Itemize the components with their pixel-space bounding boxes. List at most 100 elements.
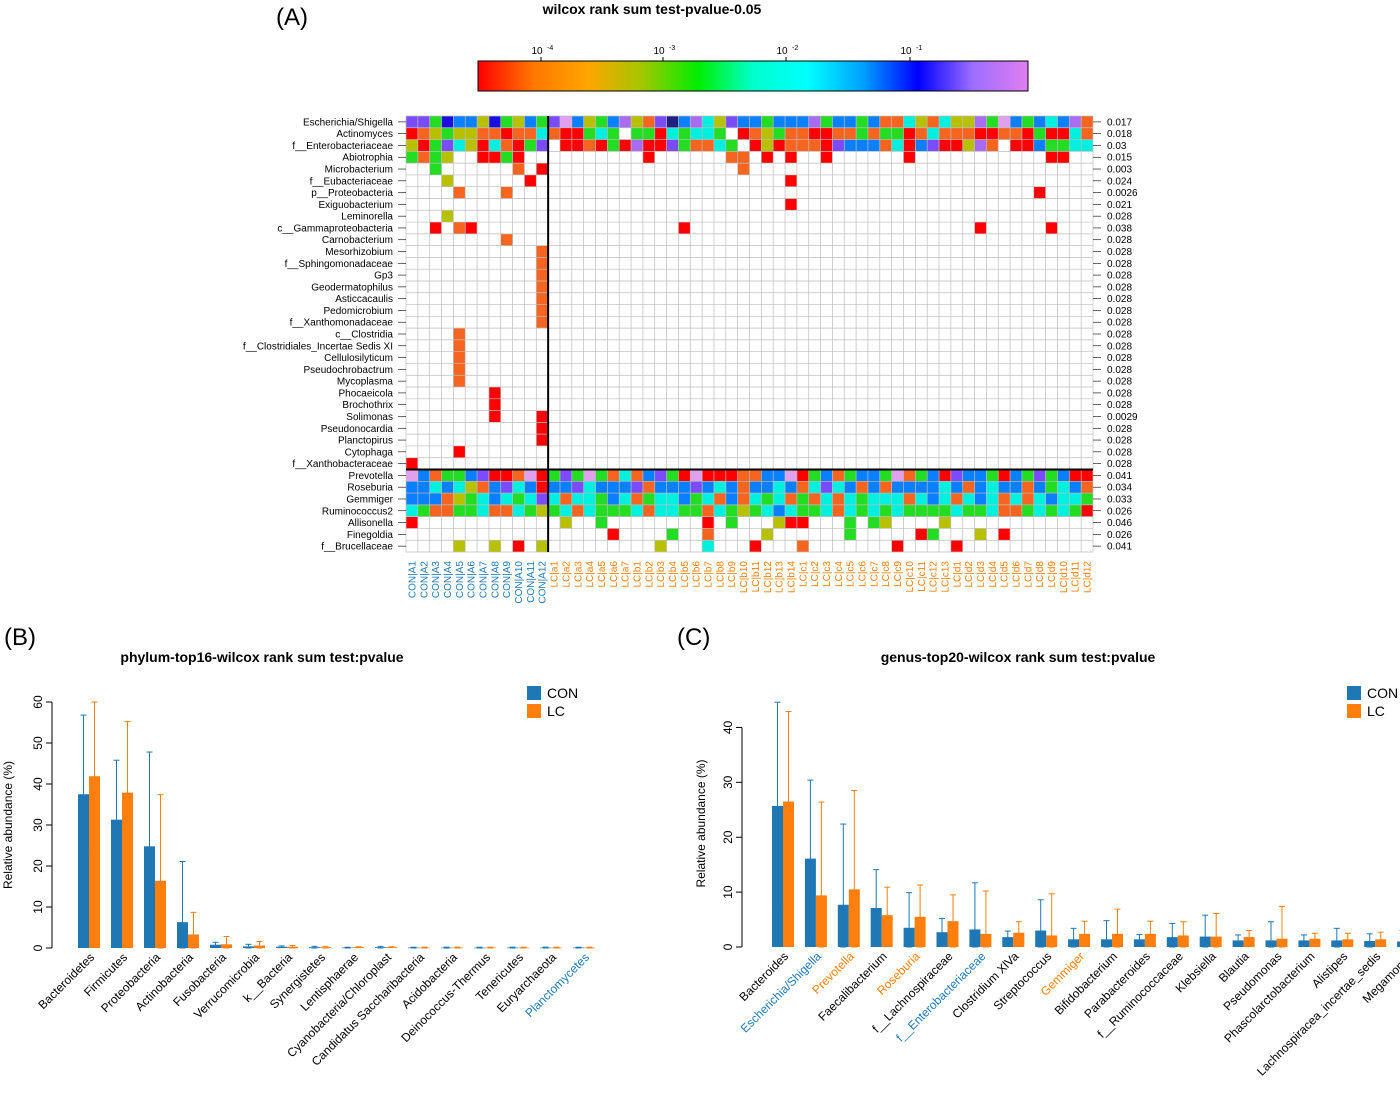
- colorbar-label: 10: [653, 46, 665, 57]
- heatmap-cell: [666, 116, 679, 128]
- heatmap-cell: [796, 469, 809, 482]
- heatmap-cell: [583, 139, 596, 152]
- heatmap-cell: [619, 493, 632, 505]
- heatmap-cell: [1010, 116, 1022, 128]
- heatmap-cell: [974, 139, 987, 152]
- row-label: Exiguobacterium: [319, 200, 393, 211]
- heatmap-cell: [702, 469, 714, 482]
- row-pvalue: 0.034: [1107, 483, 1132, 494]
- heatmap-cell: [406, 516, 418, 529]
- panel-a-label: (A): [276, 4, 308, 31]
- heatmap-cell: [785, 504, 797, 517]
- colorbar-label: 10: [900, 46, 912, 57]
- heatmap-cell: [773, 493, 786, 505]
- legend-label: CON: [547, 685, 578, 701]
- heatmap-cell: [690, 481, 703, 494]
- lc-sample-label: LC|d3: [976, 561, 987, 588]
- row-pvalue: 0.028: [1107, 294, 1132, 305]
- heatmap: Escherichia/Shigella 0.017 Actinomyces 0.01…: [243, 115, 1138, 604]
- heatmap-cell: [796, 516, 809, 529]
- heatmap-cell: [441, 481, 454, 494]
- heatmap-cell: [524, 469, 537, 482]
- heatmap-cell: [666, 127, 679, 140]
- lc-sample-label: LC|d6: [1012, 561, 1023, 588]
- heatmap-cell: [536, 139, 549, 152]
- heatmap-cell: [406, 457, 418, 470]
- heatmap-cell: [559, 481, 572, 494]
- heatmap-cell: [879, 481, 892, 494]
- heatmap-cell: [429, 481, 442, 494]
- heatmap-cell: [631, 116, 643, 128]
- y-tick-label: 0: [721, 943, 735, 950]
- heatmap-cell: [879, 516, 892, 529]
- heatmap-cell: [974, 469, 987, 482]
- heatmap-cell: [477, 481, 489, 494]
- row-pvalue: 0.028: [1107, 365, 1132, 376]
- heatmap-cell: [642, 127, 655, 140]
- heatmap-cell: [950, 540, 963, 552]
- row-label: f__Xanthomonadaceae: [290, 318, 394, 329]
- heatmap-cell: [666, 139, 679, 152]
- heatmap-cell: [678, 116, 691, 128]
- heatmap-cell: [749, 469, 762, 482]
- heatmap-cell: [524, 127, 537, 140]
- heatmap-cell: [654, 469, 667, 482]
- lc-sample-label: LC|c2: [810, 561, 821, 587]
- con-sample-label: CON|A6: [467, 561, 478, 598]
- heatmap-cell: [725, 469, 738, 482]
- heatmap-cell: [465, 116, 478, 128]
- heatmap-cell: [619, 116, 632, 128]
- row-pvalue: 0.0029: [1107, 412, 1138, 423]
- heatmap-cell: [417, 481, 430, 494]
- heatmap-cell: [453, 363, 466, 376]
- heatmap-cell: [761, 151, 774, 164]
- heatmap-cell: [1045, 493, 1058, 505]
- heatmap-cell: [406, 469, 418, 482]
- heatmap-cell: [536, 481, 549, 494]
- heatmap-cell: [867, 481, 880, 494]
- heatmap-cell: [642, 469, 655, 482]
- heatmap-cell: [1081, 469, 1093, 482]
- heatmap-cell: [1045, 469, 1058, 482]
- heatmap-cell: [950, 139, 963, 152]
- y-tick-label: 40: [31, 777, 45, 791]
- heatmap-cell: [939, 116, 951, 128]
- heatmap-cell: [856, 469, 868, 482]
- colorbar-label: 10: [531, 46, 543, 57]
- y-tick-label: 10: [721, 885, 735, 899]
- heatmap-cell: [725, 151, 738, 164]
- heatmap-cell: [631, 469, 643, 482]
- heatmap-cell: [631, 504, 643, 517]
- heatmap-cell: [713, 481, 726, 494]
- heatmap-cell: [1033, 127, 1046, 140]
- heatmap-cell: [441, 116, 454, 128]
- y-tick-label: 50: [31, 736, 45, 750]
- heatmap-cell: [477, 139, 489, 152]
- row-pvalue: 0.028: [1107, 400, 1132, 411]
- heatmap-cell: [785, 174, 797, 187]
- heatmap-cell: [808, 469, 821, 482]
- heatmap-cell: [512, 116, 525, 128]
- heatmap-cell: [796, 139, 809, 152]
- heatmap-cell: [406, 139, 418, 152]
- heatmap-cell: [536, 434, 549, 446]
- heatmap-cell: [453, 222, 466, 234]
- heatmap-cell: [536, 127, 549, 140]
- heatmap-cell: [702, 540, 714, 552]
- heatmap-cell: [702, 493, 714, 505]
- heatmap-cell: [1045, 481, 1058, 494]
- row-pvalue: 0.003: [1107, 165, 1132, 176]
- heatmap-cell: [962, 481, 975, 494]
- heatmap-cell: [915, 481, 928, 494]
- heatmap-cell: [1021, 116, 1034, 128]
- heatmap-cell: [548, 481, 560, 494]
- heatmap-cell: [915, 127, 928, 140]
- heatmap-cell: [441, 504, 454, 517]
- heatmap-cell: [595, 469, 608, 482]
- heatmap-cell: [500, 139, 513, 152]
- row-pvalue: 0.041: [1107, 471, 1132, 482]
- heatmap-cell: [429, 151, 442, 164]
- heatmap-cell: [690, 127, 703, 140]
- heatmap-cell: [986, 469, 999, 482]
